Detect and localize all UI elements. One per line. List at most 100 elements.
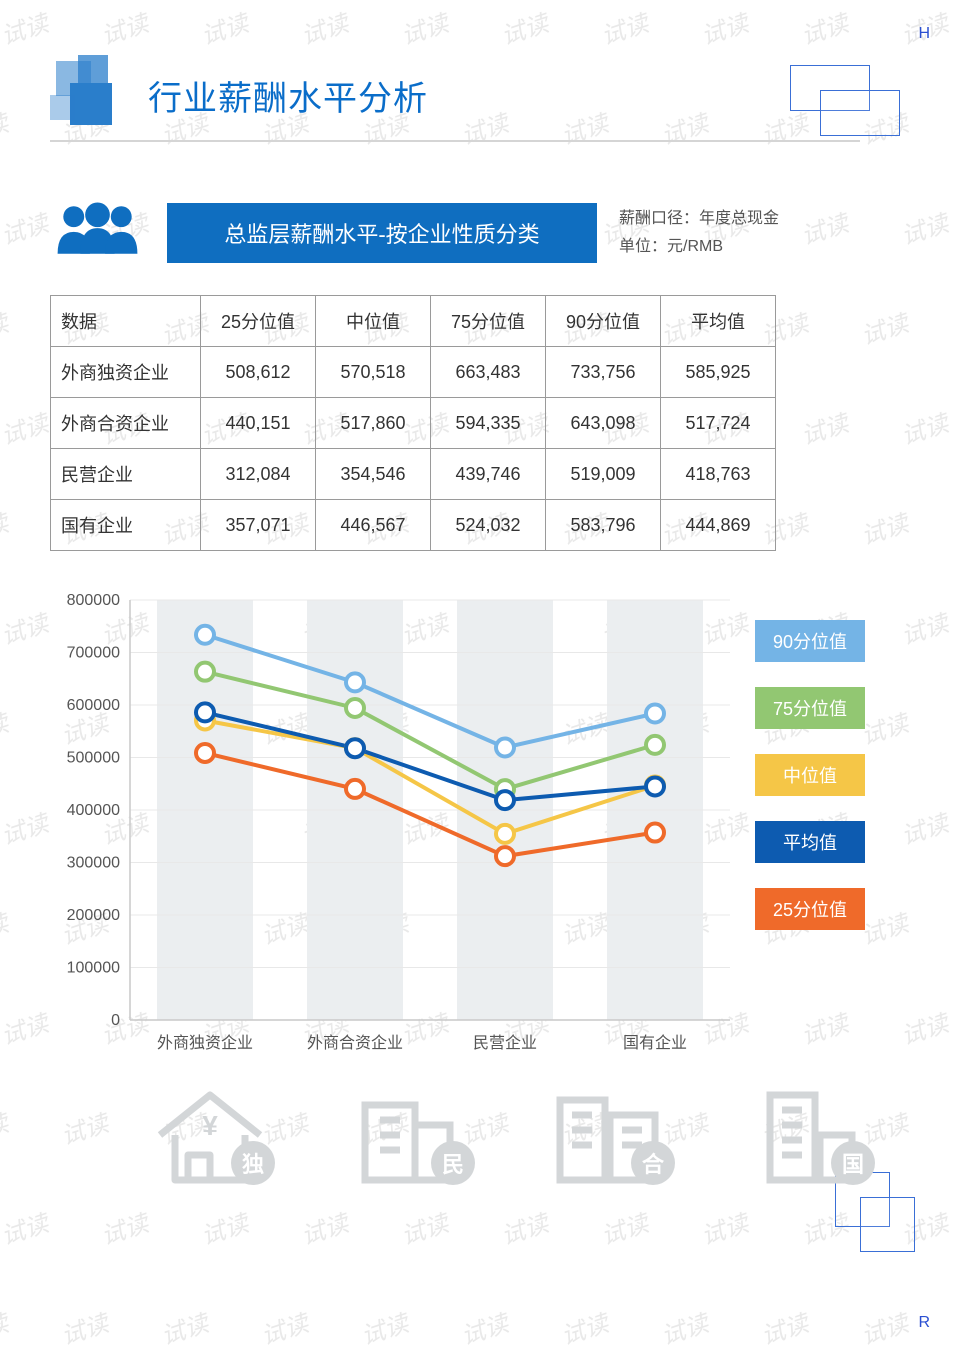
column-header: 25分位值: [201, 296, 316, 347]
table-cell: 517,860: [316, 398, 431, 449]
watermark: 试读: [656, 103, 712, 151]
watermark: 试读: [596, 3, 652, 51]
svg-text:300000: 300000: [67, 855, 120, 872]
svg-text:0: 0: [111, 1012, 120, 1029]
watermark: 试读: [0, 3, 52, 51]
enterprise-type-icon: 国: [740, 1080, 880, 1190]
table-cell: 508,612: [201, 347, 316, 398]
corner-h: H: [918, 25, 930, 43]
watermark: 试读: [856, 1303, 912, 1351]
watermark: 试读: [856, 303, 912, 351]
watermark: 试读: [596, 1203, 652, 1251]
table-cell: 594,335: [431, 398, 546, 449]
people-icon: [50, 200, 145, 265]
line-chart: 0100000200000300000400000500000600000700…: [50, 590, 750, 1075]
table-cell: 585,925: [661, 347, 776, 398]
deco-box-top-2: [820, 90, 900, 136]
page-title: 行业薪酬水平分析: [148, 71, 428, 120]
watermark: 试读: [796, 3, 852, 51]
table-cell: 524,032: [431, 500, 546, 551]
chart-legend: 90分位值75分位值中位值平均值25分位值: [755, 620, 865, 930]
watermark: 试读: [0, 303, 12, 351]
column-header: 中位值: [316, 296, 431, 347]
svg-text:¥: ¥: [202, 1110, 218, 1141]
deco-box-bot-2: [860, 1197, 915, 1252]
watermark: 试读: [896, 203, 952, 251]
watermark: 试读: [0, 403, 52, 451]
watermark: 试读: [56, 1103, 112, 1151]
enterprise-type-icon: 合: [540, 1080, 680, 1190]
svg-text:国有企业: 国有企业: [623, 1034, 687, 1052]
enterprise-type-icon: ¥独: [140, 1080, 280, 1190]
watermark: 试读: [256, 1303, 312, 1351]
note-1: 薪酬口径：年度总现金: [619, 205, 779, 232]
table-cell: 583,796: [546, 500, 661, 551]
table-cell: 440,151: [201, 398, 316, 449]
row-header: 外商合资企业: [51, 398, 201, 449]
watermark: 试读: [156, 1303, 212, 1351]
watermark: 试读: [796, 203, 852, 251]
corner-r: R: [918, 1314, 930, 1332]
enterprise-type-tag: 独: [231, 1141, 275, 1185]
watermark: 试读: [0, 703, 12, 751]
watermark: 试读: [496, 3, 552, 51]
table-cell: 446,567: [316, 500, 431, 551]
legend-item: 25分位值: [755, 888, 865, 930]
row-header: 国有企业: [51, 500, 201, 551]
note-2: 单位：元/RMB: [619, 233, 779, 260]
bottom-icon-row: ¥独民合国: [140, 1080, 880, 1190]
watermark: 试读: [0, 603, 52, 651]
watermark: 试读: [0, 203, 52, 251]
enterprise-type-tag: 合: [631, 1141, 675, 1185]
watermark: 试读: [896, 803, 952, 851]
watermark: 试读: [56, 1303, 112, 1351]
watermark: 试读: [0, 103, 12, 151]
watermark: 试读: [396, 1203, 452, 1251]
table-cell: 357,071: [201, 500, 316, 551]
table-cell: 354,546: [316, 449, 431, 500]
legend-item: 75分位值: [755, 687, 865, 729]
svg-text:500000: 500000: [67, 750, 120, 767]
table-cell: 663,483: [431, 347, 546, 398]
table-cell: 570,518: [316, 347, 431, 398]
legend-item: 中位值: [755, 754, 865, 796]
column-header: 数据: [51, 296, 201, 347]
svg-text:外商合资企业: 外商合资企业: [307, 1034, 403, 1052]
sub-note: 薪酬口径：年度总现金 单位：元/RMB: [619, 205, 779, 259]
watermark: 试读: [296, 1203, 352, 1251]
watermark: 试读: [96, 3, 152, 51]
salary-table: 数据25分位值中位值75分位值90分位值平均值外商独资企业508,612570,…: [50, 295, 776, 551]
watermark: 试读: [0, 1003, 52, 1051]
page-header: 行业薪酬水平分析: [50, 55, 428, 135]
title-underline: [50, 140, 860, 142]
watermark: 试读: [356, 1303, 412, 1351]
watermark: 试读: [496, 1203, 552, 1251]
svg-text:600000: 600000: [67, 697, 120, 714]
watermark: 试读: [456, 103, 512, 151]
watermark: 试读: [656, 1303, 712, 1351]
watermark: 试读: [296, 3, 352, 51]
enterprise-type-icon: 民: [340, 1080, 480, 1190]
watermark: 试读: [196, 1203, 252, 1251]
watermark: 试读: [0, 903, 12, 951]
table-cell: 643,098: [546, 398, 661, 449]
title-icon: [50, 55, 130, 135]
legend-item: 90分位值: [755, 620, 865, 662]
watermark: 试读: [0, 503, 12, 551]
svg-text:400000: 400000: [67, 802, 120, 819]
svg-text:200000: 200000: [67, 907, 120, 924]
watermark: 试读: [896, 403, 952, 451]
watermark: 试读: [796, 1003, 852, 1051]
watermark: 试读: [696, 3, 752, 51]
watermark: 试读: [456, 1303, 512, 1351]
svg-text:800000: 800000: [67, 592, 120, 609]
svg-text:外商独资企业: 外商独资企业: [157, 1034, 253, 1052]
watermark: 试读: [856, 503, 912, 551]
enterprise-type-tag: 民: [431, 1141, 475, 1185]
svg-text:民营企业: 民营企业: [473, 1034, 537, 1052]
enterprise-type-tag: 国: [831, 1141, 875, 1185]
watermark: 试读: [896, 1003, 952, 1051]
column-header: 90分位值: [546, 296, 661, 347]
column-header: 平均值: [661, 296, 776, 347]
table-cell: 439,746: [431, 449, 546, 500]
